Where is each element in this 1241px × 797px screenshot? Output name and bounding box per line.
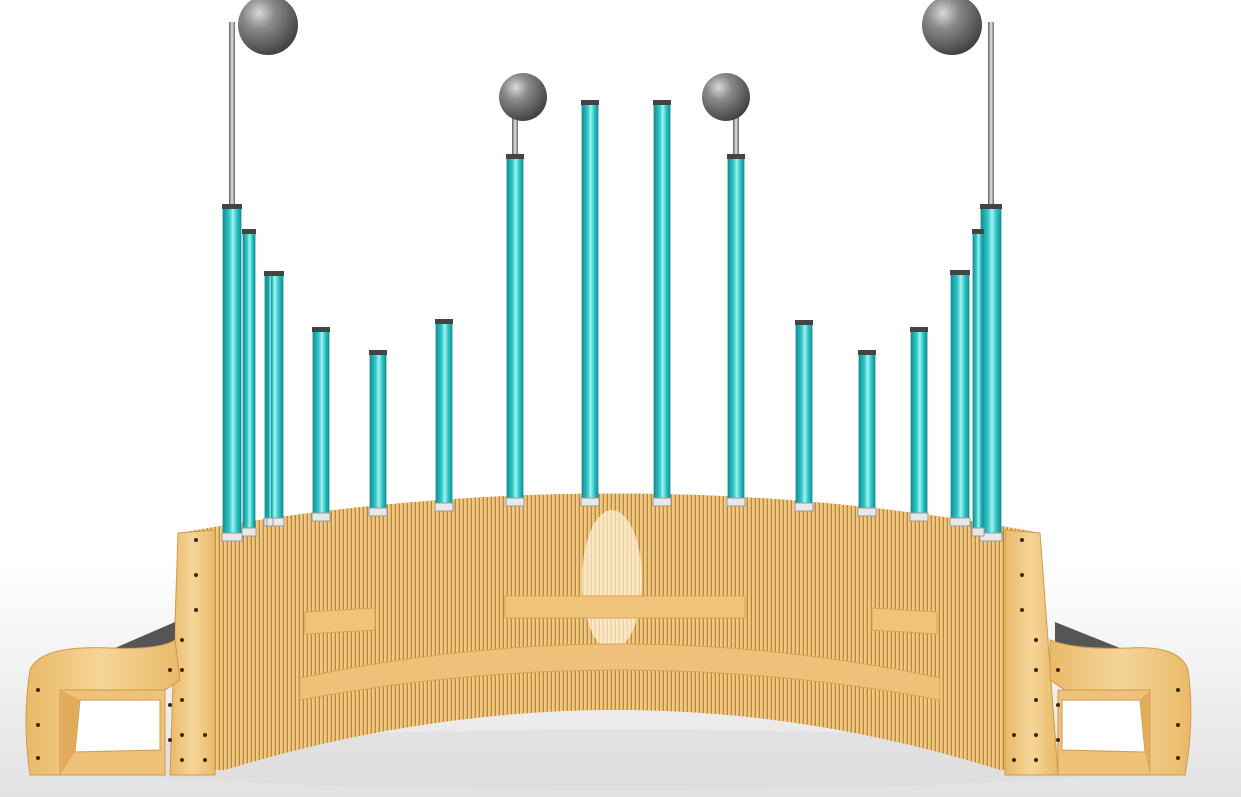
light-tube	[702, 73, 750, 507]
tube-body	[950, 272, 970, 521]
tube-base	[263, 517, 285, 527]
tube-base	[311, 512, 331, 522]
tube-body	[581, 102, 599, 501]
tube-body	[795, 322, 813, 506]
tube-base	[221, 532, 243, 542]
tube-base	[909, 512, 929, 522]
chrome-sphere	[702, 73, 750, 121]
tube-body	[980, 206, 1002, 536]
tube-cap	[506, 154, 524, 159]
tube-cap	[727, 154, 745, 159]
tube-base	[794, 502, 814, 512]
chrome-sphere	[238, 0, 298, 55]
chrome-sphere	[922, 0, 982, 55]
tube-cap	[910, 327, 928, 332]
light-tube	[263, 271, 285, 527]
tube-cap	[435, 319, 453, 324]
tube-base	[368, 507, 388, 517]
tube-base	[434, 502, 454, 512]
bench-panels	[299, 595, 941, 701]
tube-base	[266, 517, 274, 527]
tube-body	[267, 273, 273, 521]
tube-base	[241, 527, 257, 537]
right-side-seat	[1049, 622, 1192, 776]
tube-cap	[312, 327, 330, 332]
tube-body	[506, 156, 524, 501]
tube-body	[222, 206, 242, 536]
tube-cap	[369, 350, 387, 355]
tube-body	[972, 231, 984, 531]
chrome-rod	[988, 22, 994, 207]
light-tube	[221, 0, 298, 542]
light-tube	[266, 271, 274, 527]
light-tube	[499, 73, 547, 507]
tube-base	[505, 497, 525, 507]
tube-body	[435, 321, 453, 506]
light-tube	[311, 327, 331, 522]
tube-base	[979, 532, 1003, 542]
tube-cap	[980, 204, 1002, 209]
light-tube	[971, 229, 985, 537]
light-tube	[241, 229, 257, 537]
tube-base	[580, 497, 600, 507]
tube-body	[312, 329, 330, 516]
chrome-rod	[229, 22, 235, 207]
light-tube	[652, 100, 672, 507]
left-end-block	[169, 529, 216, 776]
tube-base	[726, 497, 746, 507]
left-side-seat	[25, 622, 181, 776]
light-tube	[909, 327, 929, 522]
light-tube	[922, 0, 1003, 542]
tube-base	[652, 497, 672, 507]
tube-cap	[653, 100, 671, 105]
chrome-sphere	[499, 73, 547, 121]
light-tube	[434, 319, 454, 512]
tube-cap	[242, 229, 256, 234]
tube-base	[857, 507, 877, 517]
tube-cap	[264, 271, 284, 276]
tube-cap	[858, 350, 876, 355]
tube-cap	[795, 320, 813, 325]
tube-body	[242, 231, 256, 531]
light-tube	[794, 320, 814, 512]
tube-cap	[581, 100, 599, 105]
tube-body	[727, 156, 745, 501]
tube-body	[910, 329, 928, 516]
tube-body	[369, 352, 387, 511]
tube-body	[858, 352, 876, 511]
floor-shadow	[60, 730, 1180, 790]
tube-cap	[267, 271, 273, 276]
tube-cap	[222, 204, 242, 209]
light-tube	[580, 100, 600, 507]
bench-center-glow	[582, 510, 642, 650]
light-tubes	[221, 0, 1003, 542]
chrome-rod	[512, 110, 518, 157]
tube-cap	[972, 229, 984, 234]
tube-base	[949, 517, 971, 527]
chrome-rod	[733, 110, 739, 157]
light-tube	[368, 350, 388, 517]
tube-body	[653, 102, 671, 501]
light-tube	[857, 350, 877, 517]
tube-cap	[950, 270, 970, 275]
tube-base	[971, 527, 985, 537]
light-tube	[949, 270, 971, 527]
